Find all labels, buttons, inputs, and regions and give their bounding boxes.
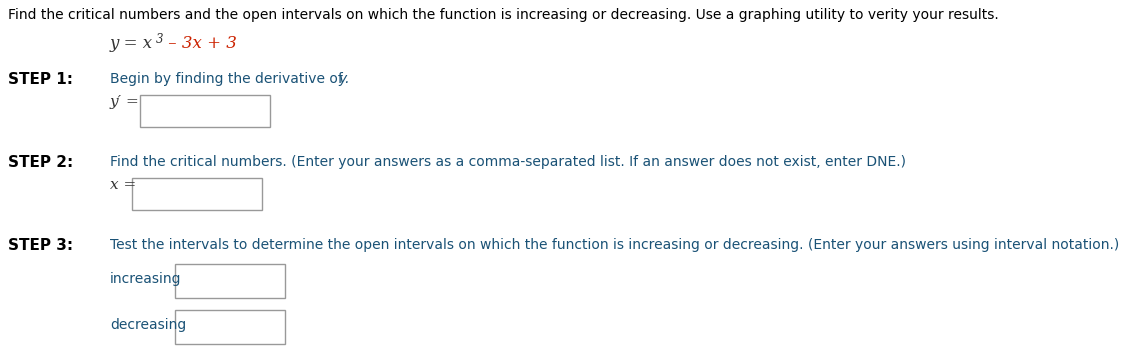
- Text: y = x: y = x: [109, 35, 153, 52]
- Text: – 3x + 3: – 3x + 3: [163, 35, 237, 52]
- Text: 3: 3: [156, 33, 163, 46]
- Text: decreasing: decreasing: [109, 318, 186, 332]
- Text: STEP 2:: STEP 2:: [8, 155, 73, 170]
- Bar: [176, 264, 285, 298]
- Text: STEP 1:: STEP 1:: [8, 72, 73, 87]
- Text: y′ =: y′ =: [109, 95, 140, 109]
- Text: Test the intervals to determine the open intervals on which the function is incr: Test the intervals to determine the open…: [109, 238, 1119, 252]
- Text: Begin by finding the derivative of: Begin by finding the derivative of: [109, 72, 348, 86]
- Text: increasing: increasing: [109, 272, 181, 286]
- Text: y.: y.: [337, 72, 350, 86]
- Bar: [140, 95, 270, 127]
- Text: x =: x =: [109, 178, 137, 192]
- Text: Find the critical numbers and the open intervals on which the function is increa: Find the critical numbers and the open i…: [8, 8, 999, 22]
- Text: Find the critical numbers. (Enter your answers as a comma-separated list. If an : Find the critical numbers. (Enter your a…: [109, 155, 906, 169]
- Bar: [176, 310, 285, 344]
- Text: STEP 3:: STEP 3:: [8, 238, 73, 253]
- Bar: [132, 178, 262, 210]
